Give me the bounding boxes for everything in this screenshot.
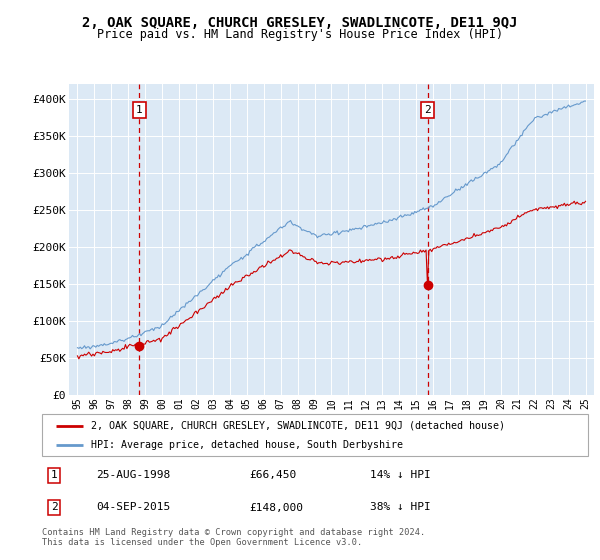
Text: 2, OAK SQUARE, CHURCH GRESLEY, SWADLINCOTE, DE11 9QJ (detached house): 2, OAK SQUARE, CHURCH GRESLEY, SWADLINCO… — [91, 421, 505, 431]
FancyBboxPatch shape — [42, 414, 588, 456]
Text: £148,000: £148,000 — [250, 502, 304, 512]
Text: 38% ↓ HPI: 38% ↓ HPI — [370, 502, 430, 512]
Text: 2: 2 — [50, 502, 58, 512]
Text: 1: 1 — [50, 470, 58, 480]
Text: 25-AUG-1998: 25-AUG-1998 — [97, 470, 171, 480]
Text: HPI: Average price, detached house, South Derbyshire: HPI: Average price, detached house, Sout… — [91, 440, 403, 450]
Text: 04-SEP-2015: 04-SEP-2015 — [97, 502, 171, 512]
Text: 2: 2 — [424, 105, 431, 115]
Text: 2, OAK SQUARE, CHURCH GRESLEY, SWADLINCOTE, DE11 9QJ: 2, OAK SQUARE, CHURCH GRESLEY, SWADLINCO… — [82, 16, 518, 30]
Text: Price paid vs. HM Land Registry's House Price Index (HPI): Price paid vs. HM Land Registry's House … — [97, 28, 503, 41]
Text: £66,450: £66,450 — [250, 470, 297, 480]
Text: 1: 1 — [136, 105, 143, 115]
Text: 14% ↓ HPI: 14% ↓ HPI — [370, 470, 430, 480]
Text: Contains HM Land Registry data © Crown copyright and database right 2024.
This d: Contains HM Land Registry data © Crown c… — [42, 528, 425, 547]
